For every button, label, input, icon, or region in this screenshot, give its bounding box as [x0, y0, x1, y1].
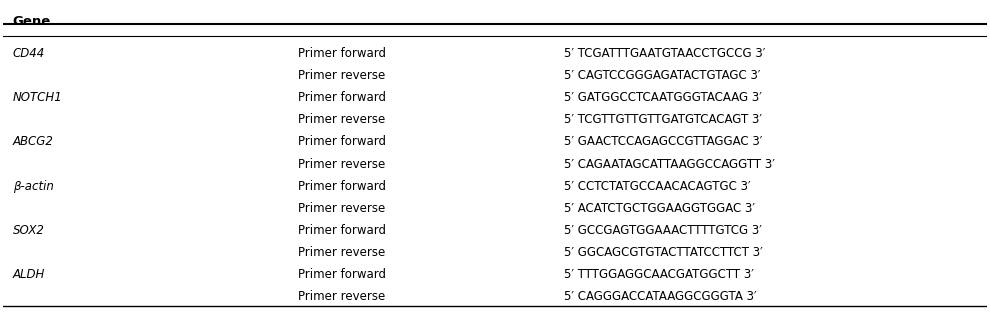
Text: NOTCH1: NOTCH1	[13, 91, 62, 104]
Text: Primer reverse: Primer reverse	[298, 158, 385, 171]
Text: 5′ TCGTTGTTGTTGATGTCACAGT 3′: 5′ TCGTTGTTGTTGATGTCACAGT 3′	[564, 113, 762, 126]
Text: ABCG2: ABCG2	[13, 135, 53, 149]
Text: Primer forward: Primer forward	[298, 47, 386, 60]
Text: Gene: Gene	[13, 15, 50, 28]
Text: Primer forward: Primer forward	[298, 180, 386, 193]
Text: 5′ GATGGCCTCAATGGGTACAAG 3′: 5′ GATGGCCTCAATGGGTACAAG 3′	[564, 91, 761, 104]
Text: Primer forward: Primer forward	[298, 91, 386, 104]
Text: Primer forward: Primer forward	[298, 268, 386, 281]
Text: Primer forward: Primer forward	[298, 224, 386, 237]
Text: Primer reverse: Primer reverse	[298, 113, 385, 126]
Text: CD44: CD44	[13, 47, 45, 60]
Text: 5′ GAACTCCAGAGCCGTTAGGAC 3′: 5′ GAACTCCAGAGCCGTTAGGAC 3′	[564, 135, 762, 149]
Text: 5′ CAGGGACCATAAGGCGGGTA 3′: 5′ CAGGGACCATAAGGCGGGTA 3′	[564, 290, 756, 303]
Text: 5′ CCTCTATGCCAACACAGTGC 3′: 5′ CCTCTATGCCAACACAGTGC 3′	[564, 180, 750, 193]
Text: 5′ ACATCTGCTGGAAGGTGGAC 3′: 5′ ACATCTGCTGGAAGGTGGAC 3′	[564, 202, 755, 215]
Text: Primer reverse: Primer reverse	[298, 290, 385, 303]
Text: 5′ TTTGGAGGCAACGATGGCTT 3′: 5′ TTTGGAGGCAACGATGGCTT 3′	[564, 268, 753, 281]
Text: 5′ CAGAATAGCATTAAGGCCAGGTT 3′: 5′ CAGAATAGCATTAAGGCCAGGTT 3′	[564, 158, 775, 171]
Text: SOX2: SOX2	[13, 224, 45, 237]
Text: 5′ CAGTCCGGGAGATACTGTAGC 3′: 5′ CAGTCCGGGAGATACTGTAGC 3′	[564, 69, 760, 82]
Text: 5′ TCGATTTGAATGTAACCTGCCG 3′: 5′ TCGATTTGAATGTAACCTGCCG 3′	[564, 47, 765, 60]
Text: β-actin: β-actin	[13, 180, 53, 193]
Text: Primer forward: Primer forward	[298, 135, 386, 149]
Text: Primer reverse: Primer reverse	[298, 246, 385, 259]
Text: Primer reverse: Primer reverse	[298, 69, 385, 82]
Text: 5′ GGCAGCGTGTACTTATCCTTCT 3′: 5′ GGCAGCGTGTACTTATCCTTCT 3′	[564, 246, 762, 259]
Text: Primer reverse: Primer reverse	[298, 202, 385, 215]
Text: ALDH: ALDH	[13, 268, 45, 281]
Text: 5′ GCCGAGTGGAAACTTTTGTCG 3′: 5′ GCCGAGTGGAAACTTTTGTCG 3′	[564, 224, 761, 237]
